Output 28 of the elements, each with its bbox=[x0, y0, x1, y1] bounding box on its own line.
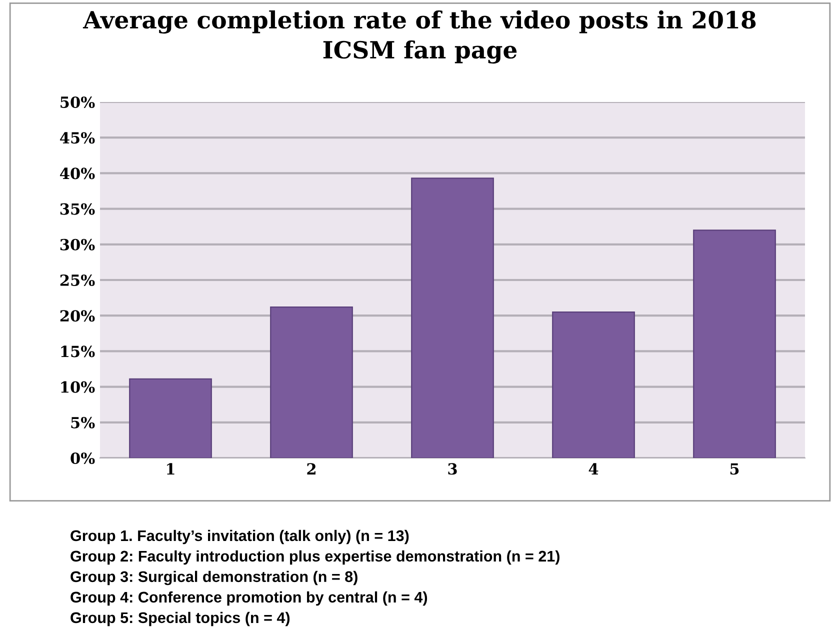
text: Group 1. Faculty’s invitation (talk only) (n = 13) bbox=[70, 530, 409, 544]
y-tick-label: 35% bbox=[60, 203, 95, 215]
text: Group 4: Conference promotion by central (n = 4) bbox=[70, 591, 428, 606]
bar bbox=[129, 378, 212, 458]
y-tick-label: 0% bbox=[70, 452, 95, 464]
chart-title: Average completion rate of the video posts in 2018 bbox=[82, 10, 756, 34]
text: Group 3: Surgical demonstration (n = 8) bbox=[70, 570, 358, 586]
x-tick-label: 4 bbox=[588, 463, 598, 474]
bar bbox=[411, 178, 494, 458]
y-tick-label: 20% bbox=[60, 310, 95, 322]
bar bbox=[693, 230, 776, 458]
x-tick-label: 3 bbox=[448, 463, 457, 475]
y-tick-label: 10% bbox=[61, 381, 95, 393]
text: Group 5: Special topics (n = 4) bbox=[70, 612, 290, 626]
y-tick-label: 40% bbox=[60, 168, 95, 180]
y-tick-label: 25% bbox=[60, 274, 95, 286]
text: Group 2: Faculty introduction plus expertise demonstration (n = 21) bbox=[70, 550, 560, 565]
y-tick-label: 30% bbox=[60, 238, 95, 250]
bar bbox=[552, 311, 635, 458]
y-tick-label: 45% bbox=[60, 132, 95, 144]
bar bbox=[270, 306, 353, 458]
x-tick-label: 1 bbox=[167, 463, 174, 474]
y-tick-label: 50% bbox=[60, 96, 95, 108]
x-tick-label: 5 bbox=[730, 463, 739, 475]
chart-subtitle: ICSM fan page bbox=[323, 40, 517, 64]
x-tick-label: 2 bbox=[307, 463, 316, 474]
y-tick-label: 5% bbox=[71, 416, 95, 428]
y-tick-label: 15% bbox=[61, 346, 95, 358]
